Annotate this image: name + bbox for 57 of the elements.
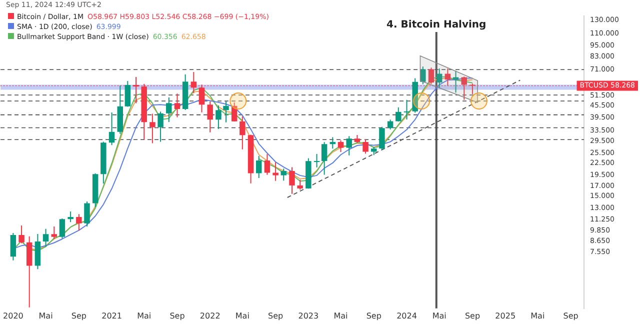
candlestick [231, 102, 238, 122]
x-tick-label: 2024 [396, 311, 417, 320]
candlestick [256, 155, 262, 178]
candlestick [321, 142, 328, 176]
candlestick [174, 93, 180, 118]
candlestick [10, 232, 16, 261]
x-tick-label: Mai [137, 311, 152, 320]
candlestick [362, 138, 368, 154]
candlestick [436, 68, 442, 89]
candlestick [272, 162, 278, 182]
candlestick [26, 236, 32, 308]
candlestick [207, 101, 213, 133]
x-tick-label: 2021 [102, 311, 122, 320]
candlestick [289, 166, 295, 194]
candlestick [338, 140, 344, 153]
candlestick [76, 214, 82, 231]
x-tick-label: 2022 [200, 311, 220, 320]
x-tick-label: Mai [334, 311, 348, 320]
candlestick [379, 126, 385, 150]
candlestick [59, 218, 66, 239]
x-tick-label: 2023 [298, 311, 319, 320]
x-tick-label: Mai [530, 311, 545, 320]
x-tick-label: Sep [563, 311, 578, 320]
candlestick [108, 112, 115, 146]
candlestick [223, 100, 229, 123]
candlestick [150, 113, 156, 144]
x-tick-label: Sep [71, 311, 86, 320]
candlestick [216, 104, 222, 130]
x-tick-label: 2025 [495, 311, 516, 320]
candlestick [51, 226, 57, 240]
x-tick-label: 2020 [3, 311, 24, 320]
candlestick [297, 179, 303, 190]
candlestick [346, 136, 352, 156]
candlestick [428, 67, 434, 84]
candlestick [387, 119, 394, 130]
x-tick-label: Sep [268, 311, 284, 320]
candlestick [420, 66, 426, 85]
x-tick-label: Sep [170, 311, 185, 320]
candlestick [166, 96, 172, 123]
x-tick-label: Mai [38, 311, 53, 320]
candlestick [18, 225, 24, 244]
candlestick [42, 228, 49, 248]
candlestick [404, 99, 410, 120]
candlestick [396, 106, 402, 122]
candlestick [124, 80, 131, 108]
x-tick-label: Sep [366, 311, 382, 320]
candlestick [84, 200, 90, 227]
x-tick-label: Sep [464, 311, 480, 320]
candlestick [68, 210, 74, 223]
candlestick [280, 168, 287, 182]
candlestick [158, 111, 164, 142]
candlestick [314, 153, 320, 168]
x-tick-label: Mai [432, 311, 446, 320]
candlestick [240, 116, 246, 150]
candlestick [264, 154, 270, 176]
x-tick-label: Mai [235, 311, 250, 320]
ref-line-label: 4. Bitcoin Halving [386, 20, 486, 31]
